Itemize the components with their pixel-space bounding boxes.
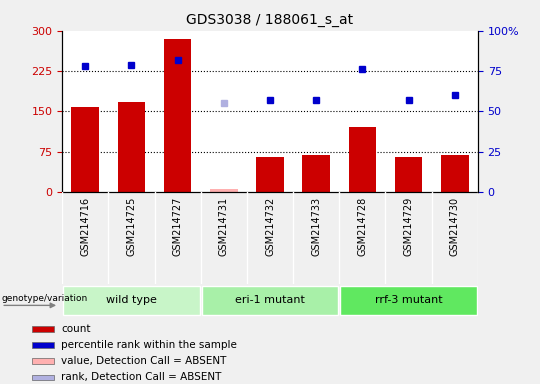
Bar: [201, 286, 339, 315]
Text: value, Detection Call = ABSENT: value, Detection Call = ABSENT: [61, 356, 226, 366]
Text: GSM214716: GSM214716: [80, 197, 90, 256]
Text: GSM214733: GSM214733: [311, 197, 321, 256]
Bar: [348, 127, 376, 192]
Bar: [32, 375, 53, 380]
Text: wild type: wild type: [106, 295, 157, 306]
Bar: [302, 156, 330, 192]
Text: genotype/variation: genotype/variation: [1, 295, 87, 303]
Bar: [63, 286, 200, 315]
Bar: [164, 39, 192, 192]
Bar: [441, 156, 469, 192]
Text: rrf-3 mutant: rrf-3 mutant: [375, 295, 442, 306]
Title: GDS3038 / 188061_s_at: GDS3038 / 188061_s_at: [186, 13, 354, 27]
Text: GSM214729: GSM214729: [403, 197, 414, 256]
Text: count: count: [61, 324, 91, 334]
Bar: [118, 102, 145, 192]
Text: percentile rank within the sample: percentile rank within the sample: [61, 340, 237, 350]
Text: GSM214732: GSM214732: [265, 197, 275, 256]
Text: rank, Detection Call = ABSENT: rank, Detection Call = ABSENT: [61, 372, 221, 382]
Bar: [32, 359, 53, 364]
Bar: [395, 157, 422, 192]
Text: GSM214727: GSM214727: [173, 197, 183, 256]
Text: GSM214728: GSM214728: [357, 197, 367, 256]
Bar: [32, 343, 53, 348]
Bar: [340, 286, 477, 315]
Bar: [256, 157, 284, 192]
Bar: [210, 189, 238, 192]
Text: eri-1 mutant: eri-1 mutant: [235, 295, 305, 306]
Text: GSM214730: GSM214730: [450, 197, 460, 256]
Bar: [32, 326, 53, 332]
Text: GSM214731: GSM214731: [219, 197, 229, 256]
Bar: [71, 107, 99, 192]
Text: GSM214725: GSM214725: [126, 197, 137, 256]
